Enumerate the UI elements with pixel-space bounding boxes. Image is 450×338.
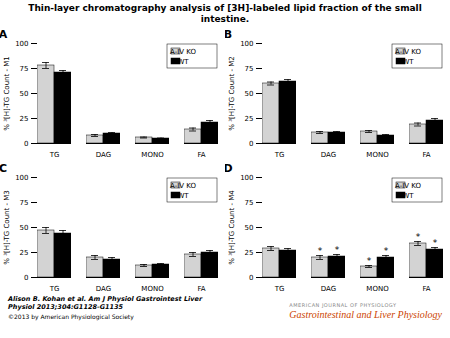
svg-text:MONO: MONO — [141, 285, 164, 293]
svg-text:WT: WT — [177, 58, 189, 66]
svg-text:FA: FA — [197, 151, 205, 159]
svg-text:DAG: DAG — [321, 285, 336, 293]
svg-text:C: C — [0, 162, 7, 175]
svg-text:MONO: MONO — [141, 151, 164, 159]
html-text:Alison B. Kohan et al. Am J Ph: Alison B. Kohan et al. Am J Physiol Gast… — [8, 295, 203, 311]
svg-text:WT: WT — [402, 58, 414, 66]
svg-text:% ³[H]-TG Count - M1: % ³[H]-TG Count - M1 — [3, 56, 11, 130]
svg-text:D: D — [225, 162, 233, 175]
svg-text:WT: WT — [177, 192, 189, 200]
svg-text:50: 50 — [245, 90, 254, 98]
svg-text:0: 0 — [24, 274, 28, 282]
svg-text:% ³[H]-TG Count - M2: % ³[H]-TG Count - M2 — [228, 56, 236, 130]
svg-text:B: B — [225, 28, 232, 41]
svg-text:TG: TG — [49, 151, 60, 159]
svg-text:100: 100 — [240, 40, 253, 48]
svg-text:50: 50 — [245, 224, 254, 232]
svg-text:100: 100 — [15, 174, 28, 182]
svg-text:75: 75 — [245, 65, 254, 73]
svg-text:WT: WT — [402, 192, 414, 200]
svg-text:*: * — [416, 232, 421, 242]
svg-text:0: 0 — [24, 140, 28, 148]
svg-text:75: 75 — [245, 199, 254, 207]
svg-text:0: 0 — [249, 274, 253, 282]
svg-text:MONO: MONO — [366, 151, 389, 159]
svg-text:25: 25 — [245, 115, 254, 123]
svg-text:MONO: MONO — [366, 285, 389, 293]
svg-text:DAG: DAG — [96, 151, 111, 159]
svg-text:TG: TG — [49, 285, 60, 293]
svg-text:*: * — [433, 238, 438, 248]
html-text:Thin-layer chromatography anal: Thin-layer chromatography analysis of [3… — [28, 3, 422, 24]
svg-text:75: 75 — [20, 65, 29, 73]
html-text:AMERICAN JOURNAL OF PHYSIOLOGY: AMERICAN JOURNAL OF PHYSIOLOGY — [289, 302, 397, 308]
svg-text:FA: FA — [197, 285, 205, 293]
svg-text:FA: FA — [422, 285, 430, 293]
svg-text:DAG: DAG — [96, 285, 111, 293]
svg-text:A-IV KO: A-IV KO — [170, 48, 196, 56]
html-text:Gastrointestinal and Liver Phy: Gastrointestinal and Liver Physiology — [289, 309, 442, 320]
svg-text:TG: TG — [274, 151, 285, 159]
svg-text:50: 50 — [20, 90, 29, 98]
svg-text:A: A — [0, 28, 8, 41]
html-text:©2013 by American Physiologica: ©2013 by American Physiological Society — [8, 313, 134, 320]
svg-text:% ³[H]-TG Count - M3: % ³[H]-TG Count - M3 — [3, 190, 11, 264]
svg-text:% ³[H]-TG Count - M4: % ³[H]-TG Count - M4 — [228, 190, 236, 265]
svg-text:0: 0 — [249, 140, 253, 148]
svg-text:FA: FA — [422, 151, 430, 159]
svg-text:25: 25 — [20, 249, 29, 257]
svg-text:100: 100 — [15, 40, 28, 48]
svg-text:100: 100 — [240, 174, 253, 182]
svg-text:*: * — [384, 246, 389, 256]
svg-text:DAG: DAG — [321, 151, 336, 159]
svg-text:75: 75 — [20, 199, 29, 207]
svg-text:*: * — [318, 246, 323, 256]
svg-text:25: 25 — [20, 115, 29, 123]
svg-text:50: 50 — [20, 224, 29, 232]
svg-text:*: * — [367, 256, 372, 266]
svg-text:A-IV KO: A-IV KO — [395, 48, 421, 56]
svg-text:A-IV KO: A-IV KO — [170, 182, 196, 190]
svg-text:A-IV KO: A-IV KO — [395, 182, 421, 190]
svg-text:25: 25 — [245, 249, 254, 257]
svg-text:TG: TG — [274, 285, 285, 293]
svg-text:*: * — [335, 245, 340, 255]
